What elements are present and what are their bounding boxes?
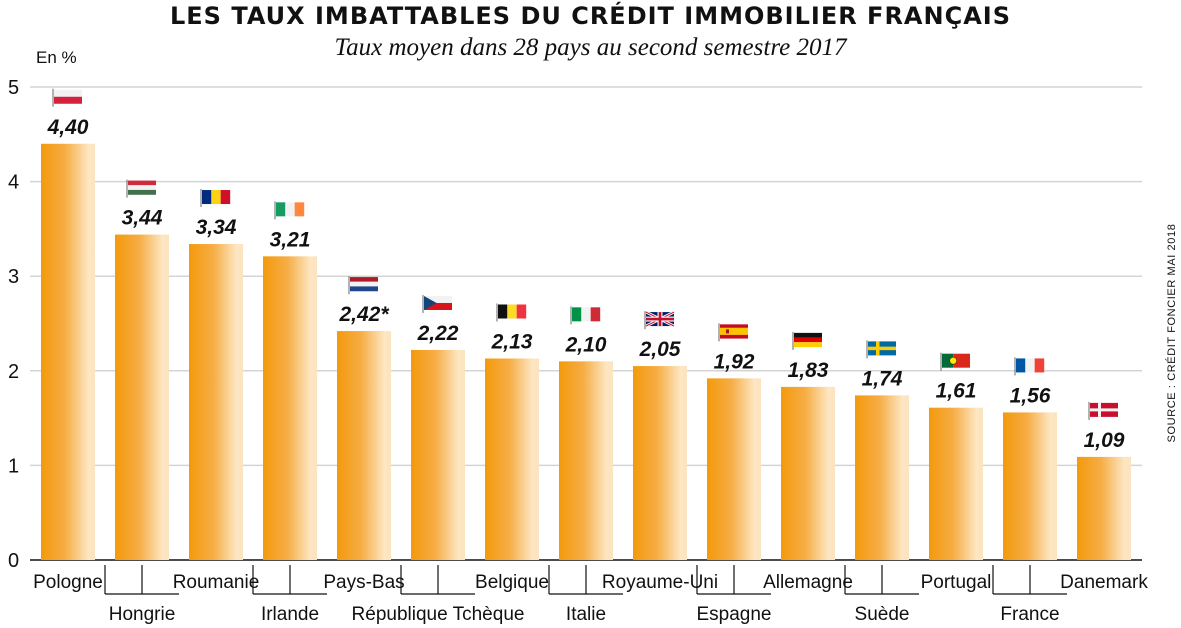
y-tick-label: 5 <box>8 77 19 99</box>
uk-flag-icon <box>644 310 675 330</box>
bar <box>929 407 983 560</box>
denmark-flag-icon <box>1088 401 1118 420</box>
bar <box>559 361 613 560</box>
category-label: Pays-Bas <box>323 572 404 593</box>
value-label: 1,09 <box>1084 429 1125 452</box>
value-label: 2,05 <box>639 338 681 361</box>
category-label: Portugal <box>921 572 992 593</box>
bar <box>485 358 539 560</box>
value-labels: 4,40 3,44 3,34 3,21 2,42* 2,22 2,13 2,10 2,05 1,9… <box>47 116 1125 452</box>
sweden-flag-icon <box>866 340 896 359</box>
category-label: Roumanie <box>173 572 260 593</box>
category-label: Irlande <box>261 604 319 625</box>
category-label: République Tchèque <box>352 604 525 625</box>
value-label: 2,22 <box>417 322 459 345</box>
value-label: 1,56 <box>1010 384 1051 407</box>
y-axis-unit-label: En % <box>36 48 77 67</box>
bar <box>41 143 95 560</box>
bar <box>707 378 761 560</box>
category-label: Suède <box>855 604 910 625</box>
bar <box>1003 412 1057 560</box>
flags <box>52 88 1118 420</box>
bar <box>411 349 465 560</box>
bars <box>41 143 1131 561</box>
bar <box>633 366 687 560</box>
germany-flag-icon <box>792 331 822 350</box>
category-label: Allemagne <box>763 572 853 593</box>
category-label: Danemark <box>1060 572 1148 593</box>
y-tick-label: 3 <box>8 266 19 288</box>
bar <box>1077 456 1131 560</box>
czech-flag-icon <box>422 294 452 313</box>
category-label: Pologne <box>33 572 103 593</box>
category-label: Italie <box>566 604 606 625</box>
italy-flag-icon <box>570 306 601 325</box>
category-label: France <box>1000 604 1059 625</box>
value-label: 4,40 <box>47 116 89 139</box>
value-label: 1,83 <box>788 359 829 382</box>
belgium-flag-icon <box>496 303 527 322</box>
portugal-flag-icon <box>940 352 970 371</box>
hungary-flag-icon <box>126 179 156 198</box>
chart-subtitle: Taux moyen dans 28 pays au second semest… <box>334 34 847 61</box>
ireland-flag-icon <box>274 201 305 220</box>
y-tick-label: 0 <box>8 550 19 572</box>
value-label: 1,61 <box>936 380 977 403</box>
netherlands-flag-icon <box>348 276 378 295</box>
category-label: Espagne <box>696 604 771 625</box>
y-tick-label: 4 <box>8 172 19 194</box>
value-label: 2,42* <box>338 303 389 326</box>
value-label: 2,10 <box>565 333 607 356</box>
france-flag-icon <box>1014 357 1045 376</box>
bar <box>115 234 169 561</box>
value-label: 1,92 <box>714 350 755 373</box>
bar <box>189 244 243 560</box>
bar <box>263 256 317 560</box>
value-label: 3,34 <box>196 216 237 239</box>
spain-flag-icon <box>718 323 748 342</box>
bar <box>855 395 909 560</box>
category-label: Belgique <box>475 572 549 593</box>
chart-title: LES TAUX IMBATTABLES DU CRÉDIT IMMOBILIE… <box>169 2 1011 30</box>
category-label: Royaume-Uni <box>602 572 718 593</box>
value-label: 3,21 <box>270 228 311 251</box>
value-label: 2,13 <box>491 331 533 354</box>
bar <box>781 386 835 560</box>
value-label: 3,44 <box>122 207 163 230</box>
category-label: Hongrie <box>109 604 176 625</box>
romania-flag-icon <box>200 189 231 208</box>
y-axis-ticks: 0 1 2 3 4 5 <box>8 77 19 572</box>
y-tick-label: 1 <box>8 455 19 477</box>
poland-flag-icon <box>52 88 82 107</box>
value-label: 1,74 <box>862 367 903 390</box>
y-tick-label: 2 <box>8 361 19 383</box>
bar <box>337 331 391 560</box>
